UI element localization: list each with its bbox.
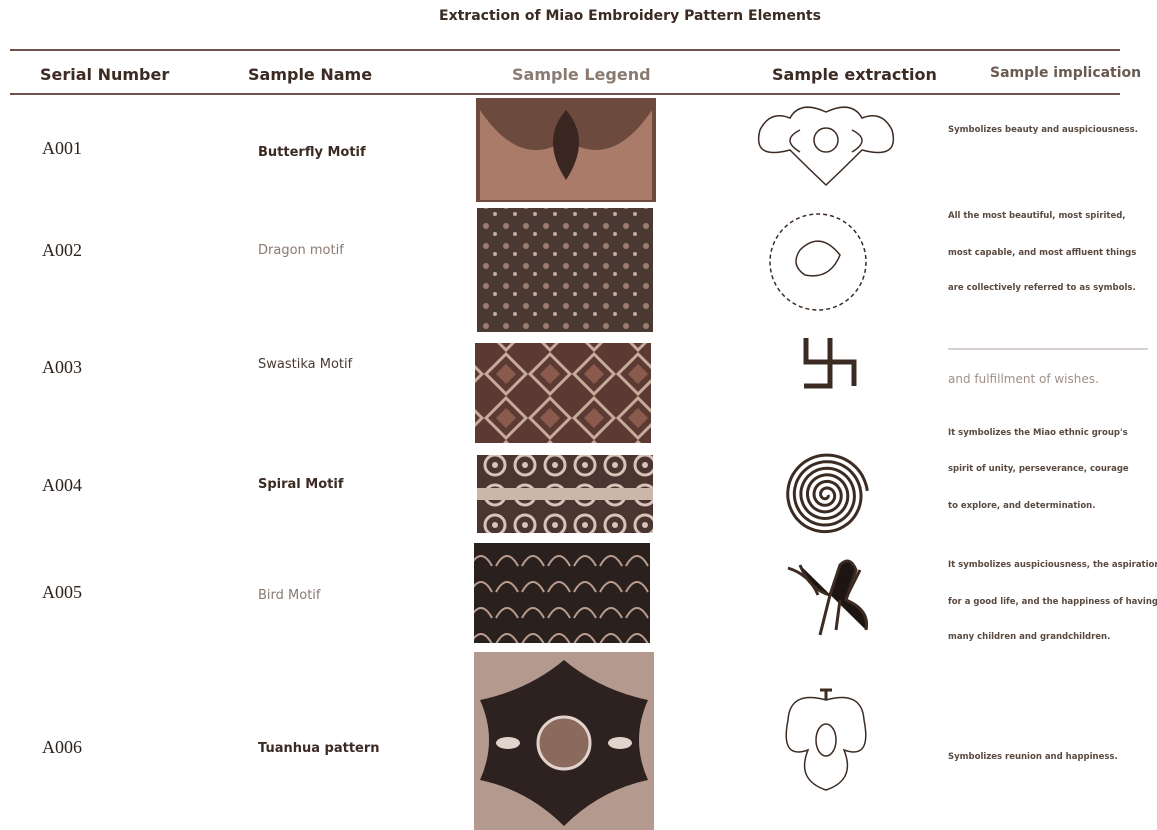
sample-name: Spiral Motif	[258, 477, 344, 492]
sample-name: Bird Motif	[258, 588, 321, 603]
sample-implication: many children and grandchildren.	[948, 632, 1111, 642]
sample-implication: All the most beautiful, most spirited,	[948, 211, 1126, 221]
column-header: Serial Number	[40, 65, 170, 84]
sample-name: Dragon motif	[258, 243, 344, 258]
sample-name: Butterfly Motif	[258, 145, 366, 160]
serial-number: A004	[42, 475, 82, 495]
column-header: Sample implication	[990, 65, 1142, 81]
sample-implication: to explore, and determination.	[948, 501, 1096, 511]
sample-implication: are collectively referred to as symbols.	[948, 283, 1136, 293]
column-header: Sample Legend	[512, 65, 651, 84]
column-header: Sample Name	[248, 65, 373, 84]
serial-number: A002	[42, 240, 82, 260]
sample-implication: spirit of unity, perseverance, courage	[948, 464, 1129, 474]
sample-implication: It symbolizes the Miao ethnic group's	[948, 428, 1128, 438]
serial-number: A005	[42, 582, 82, 602]
sample-implication: It symbolizes auspiciousness, the aspira…	[948, 560, 1157, 570]
sample-implication: Symbolizes reunion and happiness.	[948, 752, 1118, 762]
serial-number: A001	[42, 138, 82, 158]
sample-implication: for a good life, and the happiness of ha…	[948, 597, 1157, 607]
title: Extraction of Miao Embroidery Pattern El…	[439, 8, 821, 24]
serial-number: A006	[42, 737, 82, 757]
sample-extractions	[757, 106, 895, 791]
serial-number: A003	[42, 357, 82, 377]
sample-implication: most capable, and most affluent things	[948, 248, 1137, 258]
sample-name: Tuanhua pattern	[258, 741, 380, 756]
sample-implication: Symbolizes beauty and auspiciousness.	[948, 125, 1138, 135]
column-header: Sample extraction	[772, 65, 937, 84]
sample-name: Swastika Motif	[258, 357, 353, 372]
sample-legend-images	[474, 98, 656, 830]
sample-implication: and fulfillment of wishes.	[948, 372, 1099, 386]
